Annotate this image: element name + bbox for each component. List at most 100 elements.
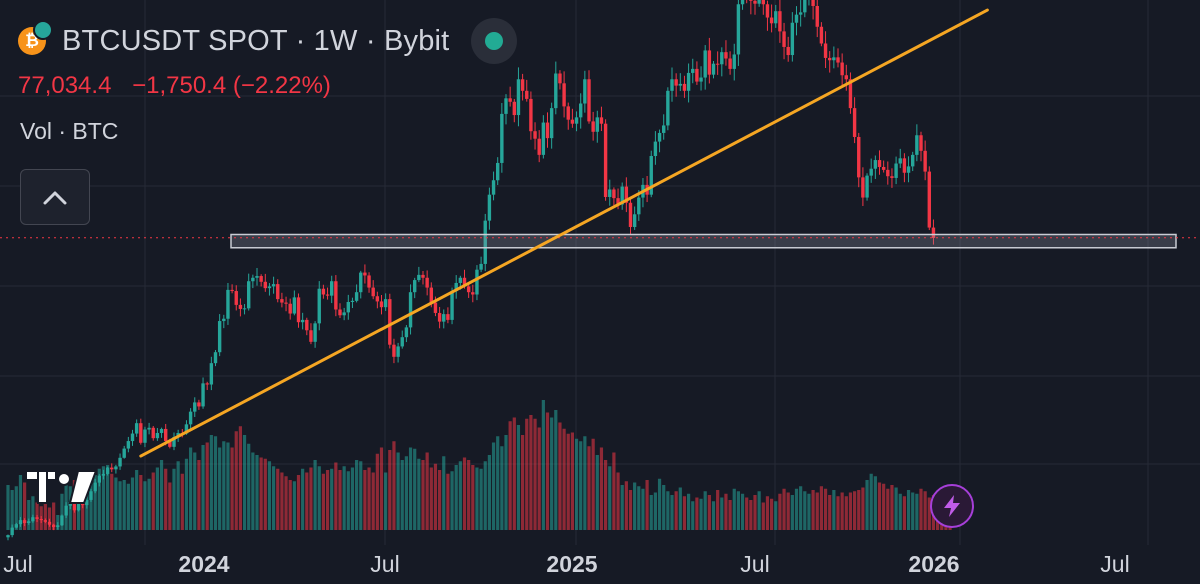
candle-body — [168, 441, 172, 447]
volume-bar — [832, 490, 836, 530]
candle — [188, 408, 193, 429]
candle-body — [736, 4, 741, 55]
volume-bar — [736, 491, 740, 530]
volume-bar — [396, 452, 400, 530]
volume-bar — [662, 485, 666, 530]
candle-body — [599, 117, 604, 124]
candle-body — [222, 318, 226, 322]
candle — [85, 496, 89, 509]
volume-bar — [703, 491, 707, 530]
tradingview-logo-icon[interactable] — [24, 467, 98, 505]
volume-bar — [815, 492, 819, 530]
candle — [284, 296, 288, 312]
volume-bar — [865, 480, 869, 530]
volume-bar — [43, 503, 47, 530]
volume-bar — [189, 447, 193, 530]
symbol-header[interactable]: ₿ BTCUSDT SPOT · 1W · Bybit — [18, 18, 518, 64]
candle-body — [525, 90, 529, 99]
candle — [97, 473, 101, 487]
candle-body — [520, 79, 525, 91]
volume-bar — [475, 467, 479, 530]
volume-bar — [790, 495, 794, 530]
candle-body — [155, 432, 160, 439]
volume-bar — [512, 417, 516, 530]
candle — [496, 157, 500, 185]
volume-bar — [400, 460, 404, 530]
volume-bar — [633, 482, 637, 530]
lightning-bolt-button[interactable] — [930, 484, 974, 528]
candle — [379, 294, 384, 315]
volume-bar — [110, 473, 114, 530]
volume-bar — [321, 473, 325, 530]
volume-bar — [782, 488, 786, 530]
candle — [574, 111, 579, 132]
volume-bar — [574, 438, 579, 530]
candle-body — [500, 113, 504, 163]
volume-bar — [919, 488, 923, 530]
volume-bar — [541, 400, 545, 530]
candle-body — [915, 135, 919, 155]
volume-bar — [674, 491, 678, 530]
volume-bar — [911, 492, 915, 530]
candle-body — [529, 98, 533, 132]
volume-bar — [363, 470, 367, 530]
symbol-title[interactable]: BTCUSDT SPOT · 1W · Bybit — [62, 24, 450, 57]
candle-body — [823, 43, 828, 58]
volume-bar — [803, 491, 807, 530]
candle — [724, 40, 728, 66]
volume-bar — [334, 462, 338, 530]
candle-body — [574, 117, 579, 124]
candle-body — [720, 52, 724, 65]
candle — [421, 270, 425, 285]
volume-bar — [14, 486, 18, 530]
volume-bar — [521, 435, 525, 530]
volume-bar — [525, 418, 529, 530]
candle — [101, 469, 106, 480]
candle — [172, 432, 176, 451]
candle — [516, 67, 521, 127]
volume-bar — [379, 447, 384, 530]
volume-legend[interactable]: Vol · BTC — [20, 118, 119, 144]
candle — [508, 86, 512, 107]
candle-body — [217, 321, 222, 353]
candle-body — [811, 0, 815, 6]
candle — [317, 281, 321, 331]
candle — [504, 94, 508, 125]
x-tick-label: 2026 — [908, 551, 959, 577]
volume-bar — [392, 441, 396, 530]
volume-bar — [695, 497, 699, 530]
candle-body — [603, 123, 608, 197]
market-status-icon[interactable] — [471, 18, 518, 64]
candle-body — [819, 26, 824, 44]
candle — [769, 4, 774, 33]
candle — [782, 22, 786, 60]
candlesticks[interactable] — [6, 0, 936, 541]
candle — [545, 112, 550, 148]
trendline — [139, 8, 989, 458]
volume-bar — [902, 496, 906, 530]
volume-bar — [458, 461, 462, 530]
candle-body — [359, 272, 363, 293]
volume-bar — [873, 476, 877, 530]
collapse-legend-button[interactable] — [20, 169, 90, 225]
volume-bar — [819, 486, 823, 530]
candle-body — [666, 90, 670, 126]
candle-body — [715, 63, 720, 65]
volume-bar — [27, 500, 31, 530]
volume-bar — [558, 422, 562, 530]
candle — [292, 290, 297, 316]
volume-bar — [139, 475, 143, 530]
candle-body — [105, 467, 110, 474]
volume-bar — [616, 472, 620, 530]
candle-body — [533, 131, 537, 139]
candle-body — [782, 31, 786, 47]
volume-bar — [267, 461, 272, 530]
candle — [31, 514, 35, 523]
volume-bar — [724, 493, 728, 530]
candle — [628, 196, 633, 235]
volume-bar — [234, 431, 238, 530]
volume-bar — [106, 465, 110, 530]
candle-body — [114, 466, 118, 470]
volume-bar — [408, 447, 413, 530]
